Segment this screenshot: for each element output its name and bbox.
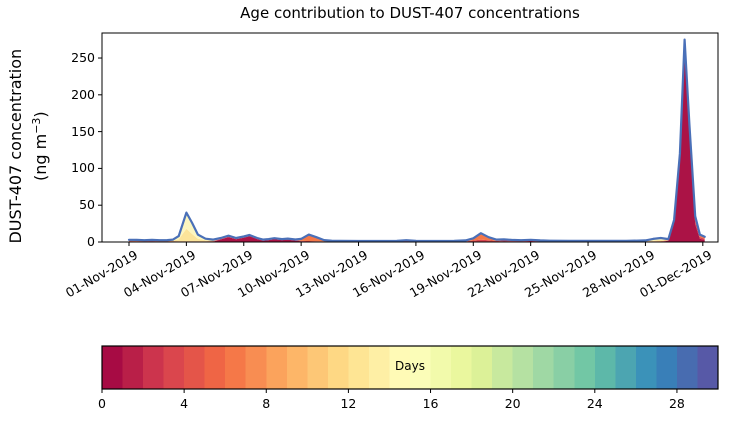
colorbar-tick-label: 16 bbox=[422, 396, 439, 411]
colorbar-segment bbox=[286, 346, 308, 389]
colorbar-segment bbox=[533, 346, 555, 389]
colorbar-segment bbox=[368, 346, 390, 389]
colorbar-segment bbox=[266, 346, 288, 389]
colorbar-border bbox=[101, 345, 719, 390]
colorbar-tick-label: 0 bbox=[98, 396, 106, 411]
colorbar-label: Days bbox=[395, 359, 425, 373]
colorbar-segment bbox=[512, 346, 534, 389]
colorbar-segment bbox=[451, 346, 473, 389]
colorbar-segment bbox=[389, 346, 411, 389]
colorbar-segment bbox=[594, 346, 616, 389]
colorbar-segment bbox=[122, 346, 144, 389]
colorbar-segment bbox=[676, 346, 698, 389]
colorbar-segment bbox=[102, 346, 124, 389]
colorbar-segment bbox=[471, 346, 493, 389]
colorbar-tick-label: 24 bbox=[586, 396, 603, 411]
colorbar-segment bbox=[574, 346, 596, 389]
y-tick-label: 50 bbox=[79, 197, 95, 213]
colorbar-segment bbox=[656, 346, 678, 389]
y-tick-label: 0 bbox=[87, 234, 95, 249]
colorbar-segment bbox=[348, 346, 370, 389]
colorbar-segment bbox=[163, 346, 185, 389]
colorbar-segment bbox=[492, 346, 514, 389]
colorbar-tick-label: 8 bbox=[262, 396, 271, 411]
colorbar-segment bbox=[635, 346, 657, 389]
y-axis-label-line1: DUST-407 concentration bbox=[5, 48, 25, 244]
y-tick-label: 200 bbox=[71, 86, 95, 102]
colorbar-segment bbox=[204, 346, 226, 389]
colorbar-segment bbox=[697, 346, 719, 389]
colorbar-segment bbox=[553, 346, 575, 389]
y-tick-label: 100 bbox=[71, 160, 95, 176]
total-concentration-line bbox=[127, 38, 706, 243]
area-layer-2 bbox=[129, 40, 705, 242]
axes-spines bbox=[101, 32, 719, 243]
area-layer-0 bbox=[129, 46, 705, 243]
colorbar-segment bbox=[410, 346, 432, 389]
colorbar-segment bbox=[143, 346, 165, 389]
colorbar-segment bbox=[225, 346, 247, 389]
chart-title: Age contribution to DUST-407 concentrati… bbox=[240, 4, 580, 22]
colorbar-tick-label: 28 bbox=[668, 396, 685, 411]
area-layer-4 bbox=[129, 39, 705, 242]
colorbar-segment bbox=[430, 346, 452, 389]
y-tick-label: 150 bbox=[71, 123, 95, 139]
area-layer-3 bbox=[129, 39, 705, 242]
colorbar-segment bbox=[184, 346, 206, 389]
colorbar-segment bbox=[307, 346, 329, 389]
colorbar-segment bbox=[245, 346, 267, 389]
colorbar-tick-label: 20 bbox=[504, 396, 521, 411]
colorbar-segment bbox=[615, 346, 637, 389]
area-layer-1 bbox=[129, 43, 705, 242]
y-tick-label: 250 bbox=[71, 50, 95, 66]
colorbar-tick-label: 12 bbox=[340, 396, 357, 411]
colorbar-tick-label: 4 bbox=[180, 396, 189, 411]
colorbar-segment bbox=[327, 346, 349, 389]
